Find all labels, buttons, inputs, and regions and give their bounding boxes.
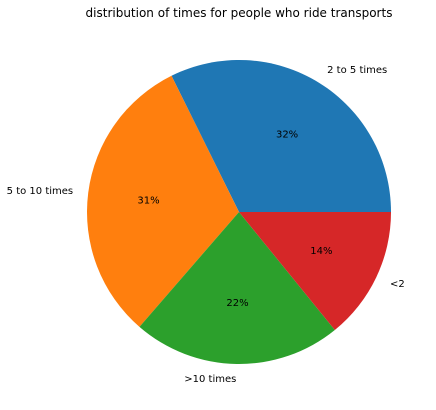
pie-slice-4 xyxy=(239,212,391,330)
slice-label-2: 5 to 10 times xyxy=(7,186,73,197)
slice-label-1: 2 to 5 times xyxy=(327,65,387,76)
pie-slice-3 xyxy=(139,212,335,364)
slice-label-3: >10 times xyxy=(184,374,236,385)
pie-slice-2 xyxy=(87,75,239,327)
chart-title: distribution of times for people who rid… xyxy=(86,6,393,20)
slice-percent-label-2: 31% xyxy=(137,195,159,206)
slice-percent-label-4: 14% xyxy=(310,246,332,257)
slice-percent-label-1: 32% xyxy=(276,130,298,141)
slice-percent-label-3: 22% xyxy=(226,298,248,309)
slice-label-4: <2 xyxy=(390,279,405,290)
pie-slice-1 xyxy=(171,60,391,212)
slices-layer xyxy=(87,60,391,364)
labels-layer: 2 to 5 times 32% 5 to 10 times 31% >10 times… xyxy=(7,65,405,385)
